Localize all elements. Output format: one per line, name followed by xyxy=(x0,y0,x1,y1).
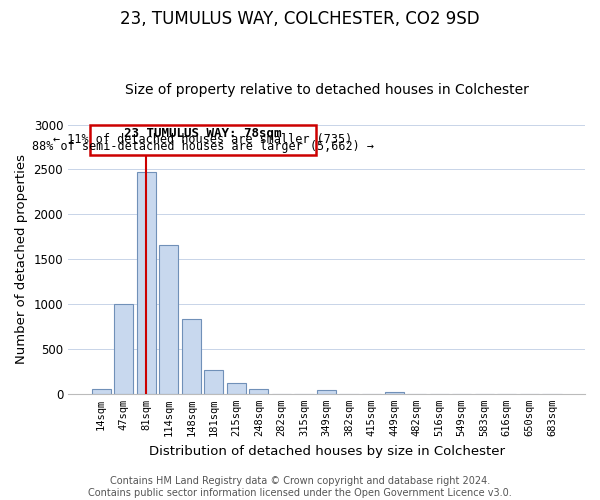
Text: ← 11% of detached houses are smaller (735): ← 11% of detached houses are smaller (73… xyxy=(53,133,353,146)
Text: 88% of semi-detached houses are larger (5,662) →: 88% of semi-detached houses are larger (… xyxy=(32,140,374,153)
X-axis label: Distribution of detached houses by size in Colchester: Distribution of detached houses by size … xyxy=(149,444,505,458)
Bar xyxy=(182,320,201,394)
Bar xyxy=(159,245,178,394)
Bar xyxy=(137,172,156,394)
Bar xyxy=(114,304,133,394)
Bar xyxy=(227,382,246,394)
Bar xyxy=(250,389,268,394)
Bar xyxy=(317,390,336,394)
Text: 23, TUMULUS WAY, COLCHESTER, CO2 9SD: 23, TUMULUS WAY, COLCHESTER, CO2 9SD xyxy=(120,10,480,28)
Text: Contains HM Land Registry data © Crown copyright and database right 2024.
Contai: Contains HM Land Registry data © Crown c… xyxy=(88,476,512,498)
Title: Size of property relative to detached houses in Colchester: Size of property relative to detached ho… xyxy=(125,83,529,97)
Text: 23 TUMULUS WAY: 78sqm: 23 TUMULUS WAY: 78sqm xyxy=(124,127,282,140)
FancyBboxPatch shape xyxy=(91,126,316,155)
Bar xyxy=(385,392,404,394)
Y-axis label: Number of detached properties: Number of detached properties xyxy=(15,154,28,364)
Bar xyxy=(92,390,110,394)
Bar xyxy=(204,370,223,394)
